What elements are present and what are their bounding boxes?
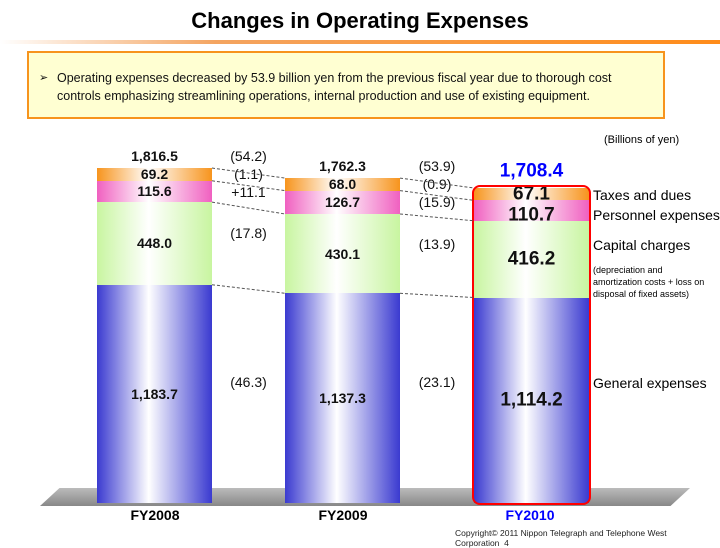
- bar-segment: [474, 220, 589, 298]
- bar-segment: [285, 293, 400, 503]
- connector-line: [211, 167, 286, 179]
- change-label: (53.9): [418, 158, 456, 175]
- unit-label: (Billions of yen): [604, 134, 680, 146]
- connector-line: [399, 190, 475, 201]
- change-label: (46.3): [230, 374, 267, 390]
- change-label: (23.1): [418, 374, 456, 390]
- data-label: 416.2: [507, 248, 556, 270]
- bar-segment: [285, 213, 400, 294]
- summary-text: Operating expenses decreased by 53.9 bil…: [57, 71, 612, 103]
- bar-segment: [285, 178, 400, 191]
- data-label: 1,137.3: [319, 390, 366, 407]
- total-label: 1,762.3: [319, 158, 366, 175]
- category-label: FY2009: [318, 507, 368, 523]
- title-rule: [0, 40, 720, 44]
- change-label: (1.1): [234, 166, 263, 183]
- bar-segment: [97, 202, 212, 285]
- arrow-bullet-icon: ➢: [39, 72, 49, 84]
- total-label: 1,708.4: [499, 160, 564, 182]
- bar-segment: [97, 284, 212, 503]
- bar-segment: [97, 168, 212, 181]
- capital-note: (depreciation and amortization costs + l…: [593, 265, 705, 299]
- bar-segment: [474, 188, 589, 201]
- connector-line: [399, 177, 475, 189]
- data-label: 110.7: [508, 204, 555, 226]
- category-label: FY2008: [130, 507, 180, 523]
- copyright: Copyright© 2011 Nippon Telegraph and Tel…: [455, 528, 667, 548]
- bar-segment: [285, 190, 400, 214]
- summary-box: ➢ Operating expenses decreased by 53.9 bi…: [27, 51, 665, 119]
- bar-segment: [474, 200, 589, 221]
- data-label: 126.7: [324, 194, 361, 211]
- data-label: 69.2: [140, 166, 169, 183]
- page-title: Changes in Operating Expenses: [191, 8, 529, 33]
- data-label: 430.1: [324, 245, 361, 262]
- category-label: FY2010: [505, 507, 555, 523]
- change-label: (15.9): [418, 194, 456, 211]
- legend-capital: Capital charges: [593, 237, 691, 253]
- data-label: 68.0: [328, 176, 357, 193]
- legend-general: General expenses: [593, 375, 707, 391]
- legend-taxes: Taxes and dues: [593, 187, 692, 203]
- data-label: 115.6: [137, 183, 172, 200]
- highlight-frame: [472, 185, 591, 505]
- connector-line: [399, 292, 475, 299]
- footer: Copyright© 2011 Nippon Telegraph and Tel…: [455, 528, 720, 548]
- bar-segment: [97, 180, 212, 203]
- connector-line: [211, 284, 286, 294]
- connector-line: [211, 180, 286, 192]
- legend-personnel: Personnel expenses: [593, 207, 720, 223]
- bar-segment: [474, 297, 589, 503]
- data-label: 448.0: [136, 235, 173, 252]
- data-label: 1,114.2: [500, 389, 563, 411]
- change-label: +11.1: [231, 184, 266, 201]
- total-label: 1,816.5: [131, 148, 178, 165]
- connector-line: [211, 201, 286, 215]
- connector-line: [399, 213, 475, 222]
- data-label: 1,183.7: [131, 385, 178, 402]
- change-label: (13.9): [418, 235, 456, 252]
- data-label: 67.1: [513, 183, 550, 205]
- change-label: (17.8): [230, 225, 267, 242]
- change-label: (0.9): [422, 176, 452, 193]
- change-label: (54.2): [230, 148, 267, 165]
